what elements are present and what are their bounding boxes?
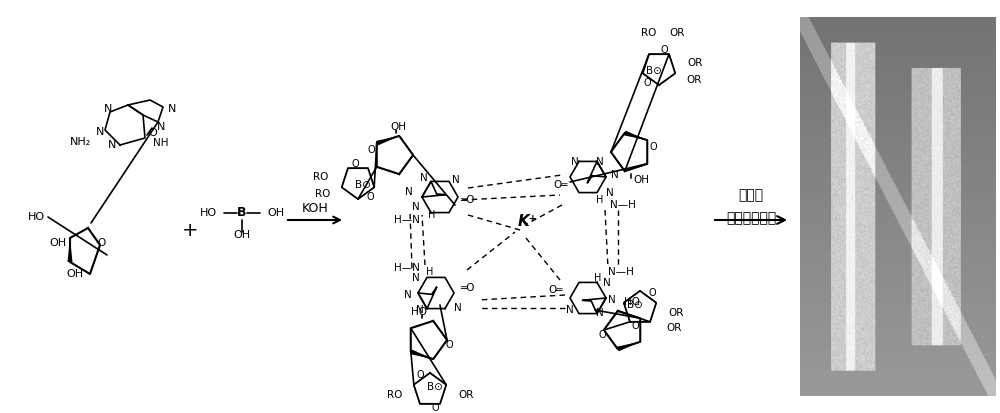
- Text: H: H: [596, 195, 604, 205]
- Text: B: B: [237, 206, 247, 219]
- Text: B⊙: B⊙: [427, 382, 443, 392]
- Text: KOH: KOH: [302, 202, 328, 214]
- Text: HO: HO: [200, 208, 217, 218]
- Text: N: N: [452, 175, 460, 185]
- Text: O: O: [598, 330, 606, 340]
- Text: N: N: [404, 290, 412, 300]
- Text: K⁺: K⁺: [518, 214, 538, 230]
- Text: OH: OH: [49, 238, 67, 248]
- Text: OH: OH: [66, 269, 84, 279]
- Polygon shape: [643, 54, 675, 85]
- Text: +: +: [182, 221, 198, 240]
- Text: RO: RO: [387, 390, 402, 400]
- Text: HO: HO: [624, 297, 640, 307]
- Text: OH: OH: [390, 122, 406, 132]
- Text: ═O: ═O: [460, 283, 475, 293]
- Polygon shape: [342, 168, 374, 199]
- Text: N: N: [454, 303, 462, 313]
- Text: H: H: [594, 273, 602, 283]
- Text: O: O: [149, 128, 157, 138]
- Text: N: N: [571, 157, 579, 167]
- Text: H—N: H—N: [394, 263, 420, 273]
- Text: O═: O═: [548, 285, 563, 295]
- Text: N—H: N—H: [608, 267, 634, 277]
- Text: N: N: [104, 104, 112, 114]
- Text: B⊙: B⊙: [355, 180, 371, 190]
- Text: O: O: [431, 403, 439, 413]
- Polygon shape: [411, 321, 447, 359]
- Text: O: O: [445, 340, 453, 350]
- Text: OH: OH: [233, 230, 251, 240]
- Text: N—H: N—H: [610, 200, 636, 210]
- Text: N: N: [596, 157, 604, 167]
- Text: OR: OR: [686, 75, 701, 85]
- Text: H: H: [428, 210, 436, 220]
- Text: B⊙: B⊙: [646, 66, 662, 76]
- Text: HO: HO: [28, 212, 45, 222]
- Text: 血红素: 血红素: [738, 188, 764, 202]
- Text: O: O: [648, 288, 656, 298]
- Text: N: N: [157, 122, 165, 132]
- Polygon shape: [68, 238, 72, 262]
- Text: OR: OR: [687, 58, 702, 68]
- Text: NH₂: NH₂: [70, 137, 91, 147]
- Text: O: O: [366, 192, 374, 202]
- Text: OR: OR: [458, 390, 473, 400]
- Polygon shape: [624, 131, 647, 140]
- Text: NH: NH: [153, 138, 168, 148]
- Text: N: N: [611, 170, 619, 180]
- Text: OR: OR: [666, 323, 681, 333]
- Text: N: N: [405, 187, 413, 197]
- Text: O: O: [649, 142, 657, 152]
- Text: H: H: [426, 267, 434, 277]
- Polygon shape: [611, 133, 647, 171]
- Text: HO: HO: [411, 307, 427, 317]
- Text: OH: OH: [633, 175, 649, 185]
- Text: N: N: [412, 202, 420, 212]
- Text: N: N: [608, 295, 616, 305]
- Text: O: O: [367, 145, 375, 155]
- Polygon shape: [376, 136, 399, 146]
- Text: OR: OR: [668, 308, 683, 318]
- Polygon shape: [617, 342, 640, 351]
- Text: O: O: [98, 238, 106, 248]
- Text: O═: O═: [554, 180, 568, 190]
- Text: N: N: [596, 308, 604, 318]
- Text: RO: RO: [313, 172, 328, 182]
- Polygon shape: [410, 349, 433, 359]
- Text: OR: OR: [669, 28, 685, 38]
- Text: O: O: [351, 159, 359, 169]
- Text: H—N: H—N: [394, 215, 420, 225]
- Polygon shape: [377, 136, 413, 174]
- Text: O: O: [643, 78, 651, 88]
- Text: ═O: ═O: [460, 195, 475, 205]
- Text: O: O: [631, 321, 639, 331]
- Text: N: N: [606, 188, 614, 198]
- Text: N: N: [416, 305, 424, 315]
- Text: N: N: [566, 305, 574, 315]
- Text: N: N: [168, 104, 176, 114]
- Text: RO: RO: [641, 28, 657, 38]
- Text: N: N: [108, 140, 116, 150]
- Polygon shape: [414, 373, 446, 404]
- Text: B⊙: B⊙: [627, 300, 643, 310]
- Text: RO: RO: [315, 189, 330, 199]
- Text: 葡萄糖氧化酶: 葡萄糖氧化酶: [726, 211, 776, 225]
- Text: N: N: [96, 127, 104, 137]
- Text: N: N: [603, 278, 611, 288]
- Text: N: N: [412, 273, 420, 283]
- Polygon shape: [604, 311, 640, 349]
- Text: N: N: [420, 173, 428, 183]
- Text: O: O: [416, 370, 424, 380]
- Polygon shape: [624, 291, 656, 322]
- Text: OH: OH: [267, 208, 284, 218]
- Text: O: O: [660, 45, 668, 55]
